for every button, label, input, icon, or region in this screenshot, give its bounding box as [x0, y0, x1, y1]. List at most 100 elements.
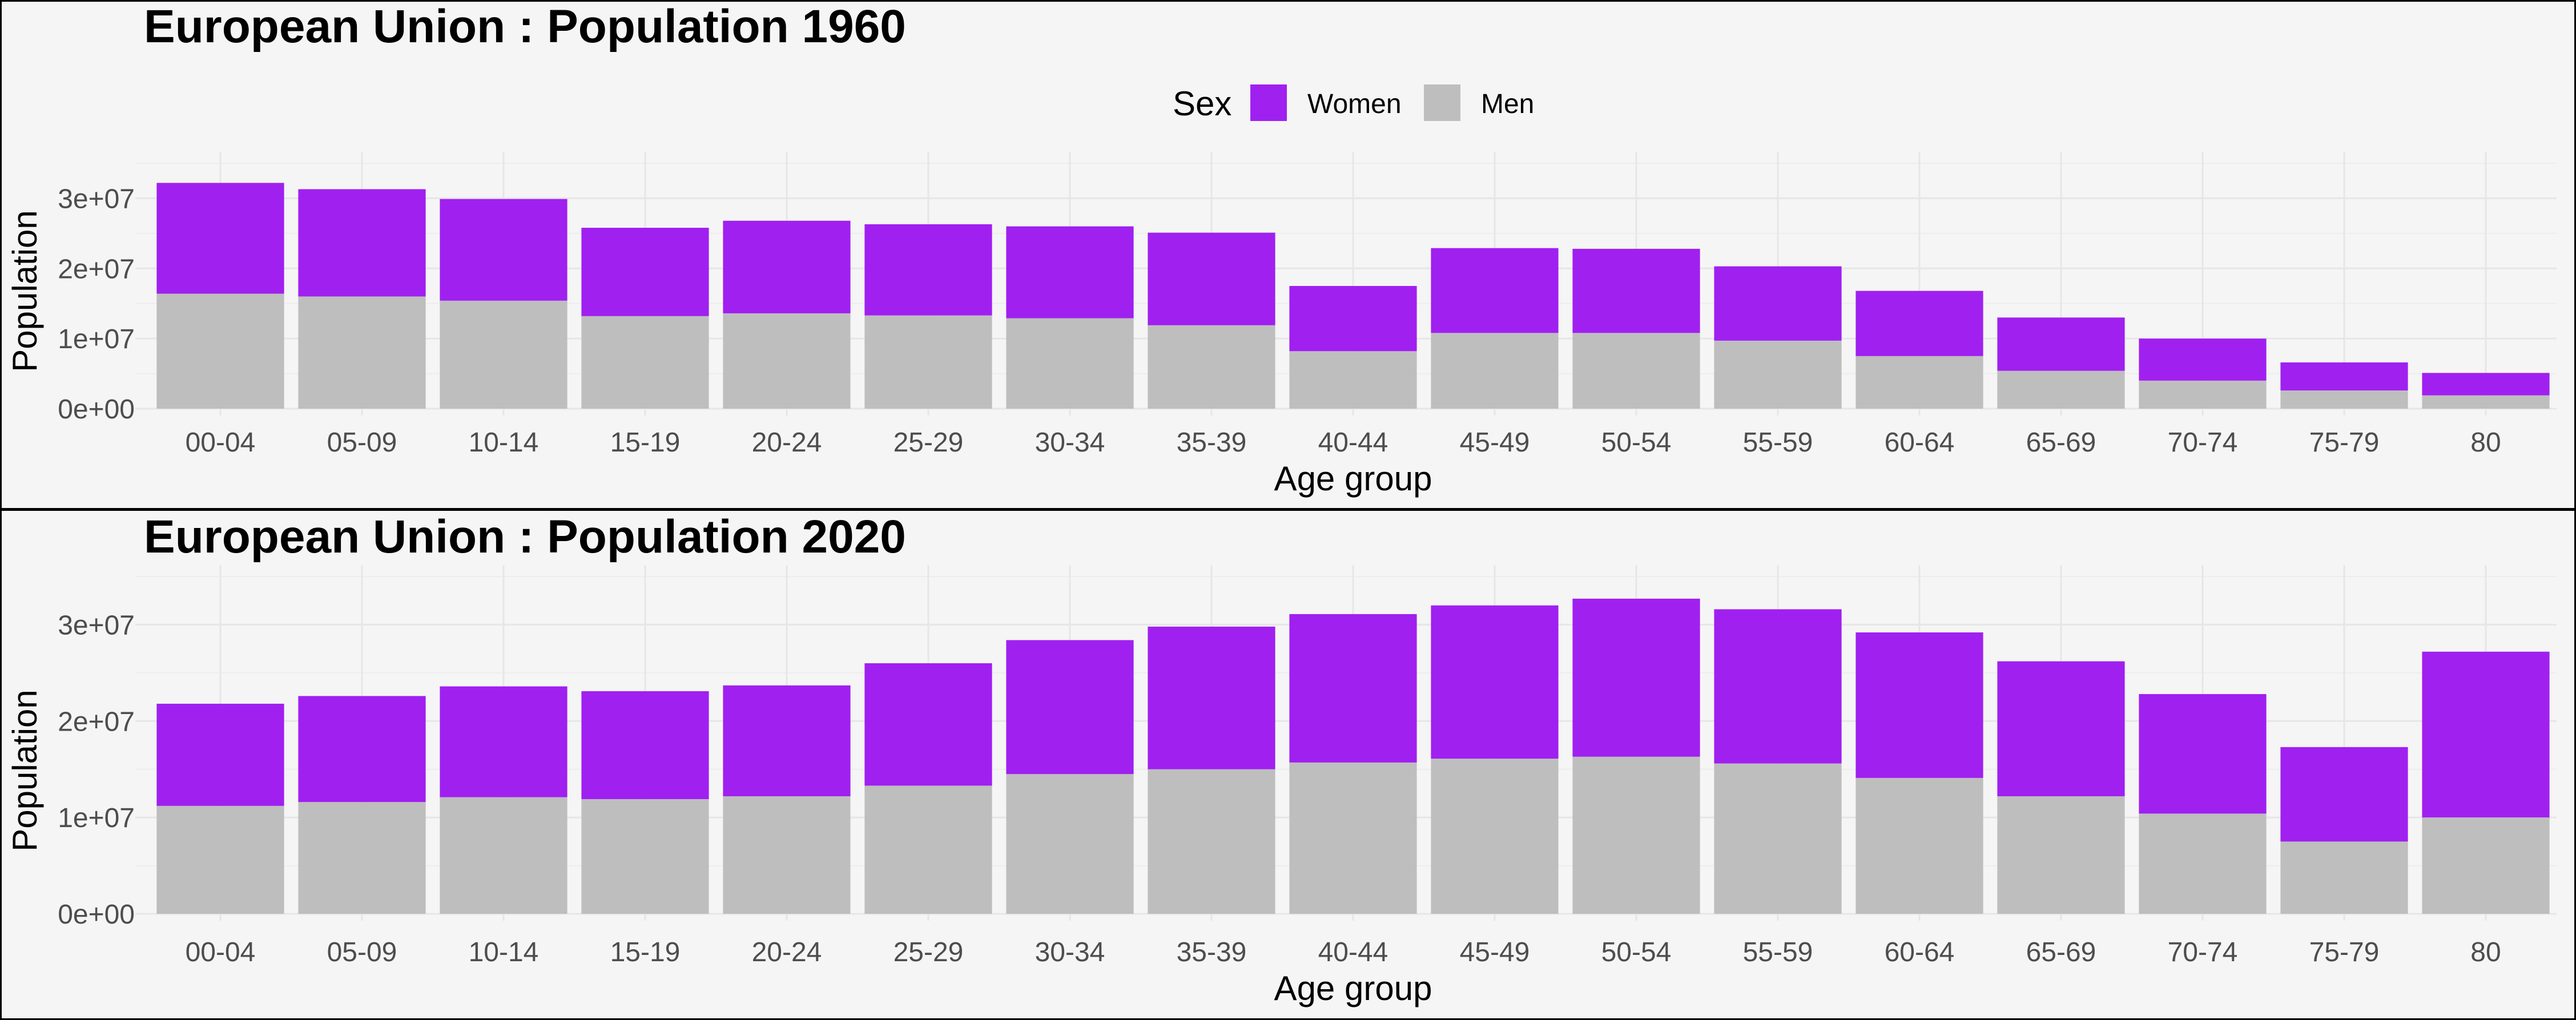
bar-men-80 — [2422, 395, 2550, 409]
bar-women-55-59 — [1714, 266, 1842, 341]
x-tick-label: 10-14 — [469, 428, 539, 458]
x-tick-label: 00-04 — [186, 937, 256, 967]
chart-title-1960: European Union : Population 1960 — [144, 1, 906, 53]
x-tick-label: 60-64 — [1885, 428, 1955, 458]
bar-men-00-04 — [156, 805, 284, 914]
bar-women-25-29 — [864, 663, 992, 786]
panel-2020: European Union : Population 2020 0e+00 1e… — [0, 509, 2576, 1020]
bar-women-60-64 — [1855, 291, 1983, 356]
x-tick-label: 05-09 — [327, 937, 397, 967]
bar-women-65-69 — [1997, 317, 2125, 371]
bar-women-20-24 — [723, 220, 851, 313]
bar-women-20-24 — [723, 685, 851, 796]
x-tick-label: 70-74 — [2168, 428, 2238, 458]
bar-men-55-59 — [1714, 763, 1842, 914]
y-tick-label: 2e+07 — [58, 707, 135, 737]
bar-men-10-14 — [440, 797, 567, 914]
y-tick-labels-1960: 0e+00 1e+07 2e+07 3e+07 — [58, 184, 135, 425]
bar-women-10-14 — [440, 199, 567, 301]
bar-men-35-39 — [1148, 325, 1275, 409]
bar-men-15-19 — [581, 799, 709, 914]
legend-swatch-women — [1250, 84, 1287, 121]
bar-women-50-54 — [1572, 598, 1700, 757]
x-tick-label: 75-79 — [2309, 428, 2380, 458]
bar-women-15-19 — [581, 228, 709, 316]
x-tick-label: 15-19 — [610, 937, 681, 967]
x-tick-label: 05-09 — [327, 428, 397, 458]
x-tick-label: 15-19 — [610, 428, 681, 458]
x-tick-label: 55-59 — [1743, 937, 1813, 967]
bar-men-50-54 — [1572, 756, 1700, 914]
x-tick-label: 10-14 — [469, 937, 539, 967]
x-tick-labels-1960: 00-04 05-09 10-14 15-19 20-24 25-29 30-34 35-39… — [186, 428, 2501, 458]
y-tick-labels-2020: 0e+00 1e+07 2e+07 3e+07 — [58, 610, 135, 930]
bar-men-30-34 — [1006, 318, 1134, 409]
x-tick-label: 65-69 — [2026, 937, 2096, 967]
bars-1960 — [156, 183, 2550, 409]
bar-women-35-39 — [1148, 626, 1275, 769]
bar-women-35-39 — [1148, 232, 1275, 325]
bar-women-75-79 — [2280, 747, 2408, 842]
y-tick-label: 1e+07 — [58, 324, 135, 354]
bar-women-75-79 — [2280, 362, 2408, 391]
y-tick-label: 0e+00 — [58, 900, 135, 930]
x-tick-label: 70-74 — [2168, 937, 2238, 967]
y-tick-label: 3e+07 — [58, 610, 135, 640]
bar-men-30-34 — [1006, 774, 1134, 914]
x-axis-title-2020: Age group — [1274, 969, 1432, 1007]
legend-label-men: Men — [1481, 89, 1534, 119]
bar-women-80 — [2422, 373, 2550, 396]
y-tick-label: 1e+07 — [58, 803, 135, 833]
x-tick-label: 45-49 — [1460, 428, 1530, 458]
bar-men-60-64 — [1855, 777, 1983, 914]
bar-women-70-74 — [2139, 338, 2267, 381]
bar-women-45-49 — [1431, 605, 1559, 759]
bar-men-70-74 — [2139, 813, 2267, 914]
bar-men-05-09 — [298, 296, 426, 409]
bar-women-30-34 — [1006, 640, 1134, 775]
x-tick-labels-2020: 00-04 05-09 10-14 15-19 20-24 25-29 30-34 35-39… — [186, 937, 2501, 967]
y-axis-title-1960: Population — [6, 210, 44, 372]
bar-men-45-49 — [1431, 759, 1559, 914]
legend-label-women: Women — [1307, 89, 1402, 119]
x-axis-title-1960: Age group — [1274, 459, 1432, 498]
x-tick-label: 65-69 — [2026, 428, 2096, 458]
x-tick-label: 20-24 — [752, 937, 822, 967]
y-tick-label: 3e+07 — [58, 184, 135, 214]
x-tick-label: 40-44 — [1318, 937, 1388, 967]
bar-men-00-04 — [156, 293, 284, 409]
bar-men-75-79 — [2280, 841, 2408, 914]
x-tick-label: 75-79 — [2309, 937, 2380, 967]
x-tick-label: 45-49 — [1460, 937, 1530, 967]
bar-men-05-09 — [298, 802, 426, 914]
x-tick-label: 50-54 — [1601, 428, 1672, 458]
x-tick-label: 35-39 — [1177, 937, 1247, 967]
x-tick-label: 55-59 — [1743, 428, 1813, 458]
panel-1960-border — [0, 0, 2576, 510]
bar-women-05-09 — [298, 696, 426, 803]
x-tick-label: 50-54 — [1601, 937, 1672, 967]
bar-men-60-64 — [1855, 356, 1983, 409]
bar-men-55-59 — [1714, 340, 1842, 409]
bar-men-75-79 — [2280, 390, 2408, 409]
bar-men-20-24 — [723, 796, 851, 914]
bar-men-80 — [2422, 817, 2550, 914]
bar-women-25-29 — [864, 224, 992, 316]
bar-women-40-44 — [1289, 286, 1417, 352]
x-tick-label: 60-64 — [1885, 937, 1955, 967]
bar-women-15-19 — [581, 691, 709, 800]
y-tick-label: 2e+07 — [58, 254, 135, 284]
bar-men-70-74 — [2139, 380, 2267, 409]
x-tick-label: 00-04 — [186, 428, 256, 458]
bar-women-65-69 — [1997, 661, 2125, 796]
bar-women-05-09 — [298, 189, 426, 297]
y-tick-label: 0e+00 — [58, 394, 135, 425]
bar-men-20-24 — [723, 313, 851, 409]
bar-men-65-69 — [1997, 370, 2125, 409]
bars-2020 — [156, 598, 2550, 914]
bar-men-25-29 — [864, 785, 992, 914]
bar-men-10-14 — [440, 300, 567, 409]
bar-women-80 — [2422, 651, 2550, 818]
x-tick-label: 30-34 — [1035, 937, 1105, 967]
